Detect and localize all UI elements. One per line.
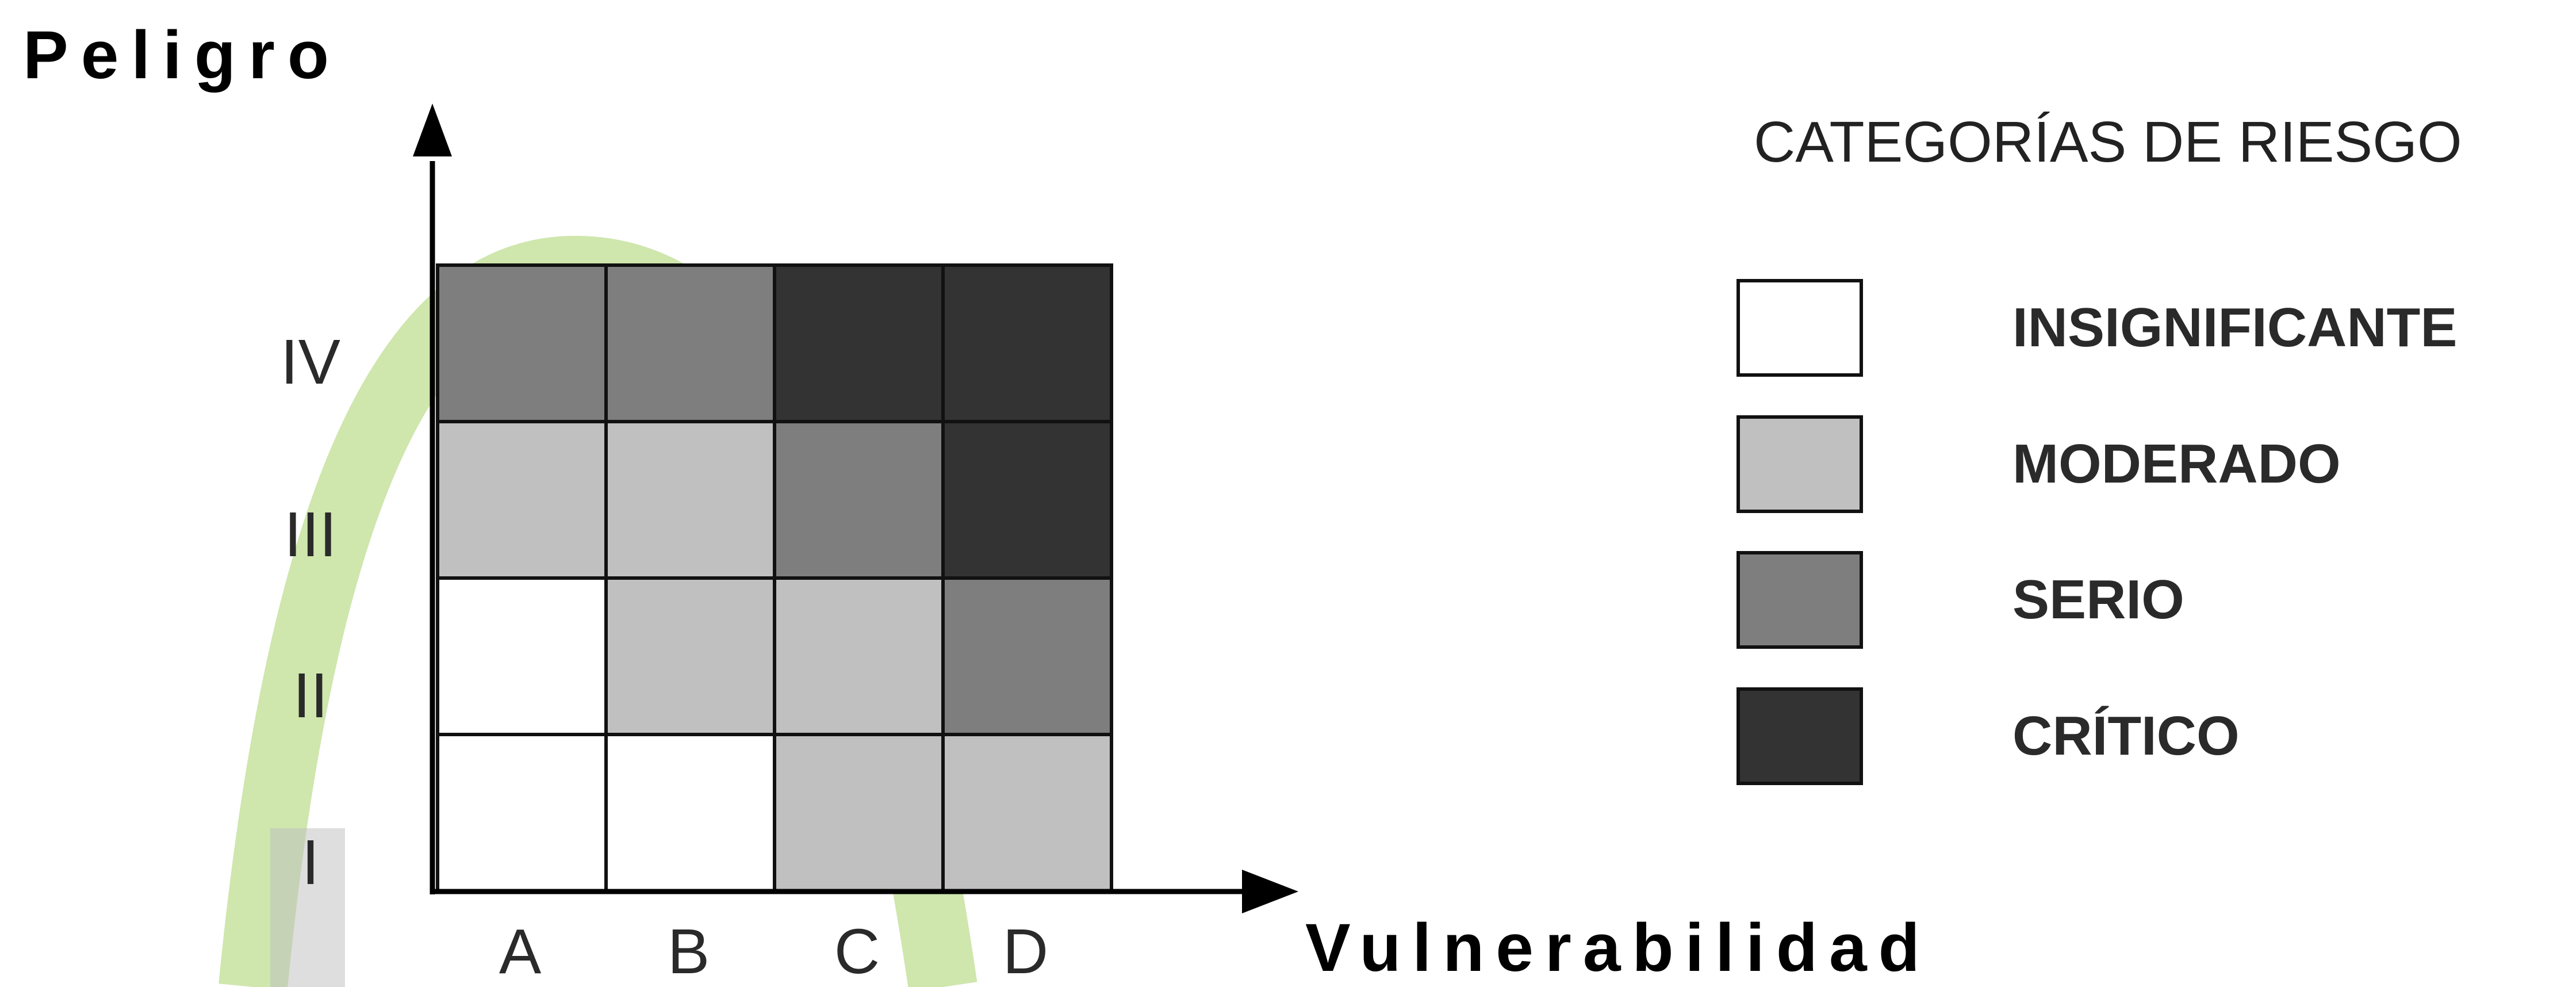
legend-label-critico: CRÍTICO bbox=[2012, 705, 2240, 767]
grid-cell-I-A bbox=[436, 733, 608, 893]
grid-cell-II-C bbox=[773, 576, 945, 736]
legend-swatch-insignificante bbox=[1736, 279, 1863, 377]
column-label-C: C bbox=[834, 916, 880, 987]
grid-cell-IV-A bbox=[436, 263, 608, 423]
column-label-B: B bbox=[667, 916, 710, 987]
column-label-D: D bbox=[1002, 916, 1049, 987]
grid-cell-IV-C bbox=[773, 263, 945, 423]
row-label-III: III bbox=[284, 499, 337, 570]
grid-cell-IV-D bbox=[941, 263, 1113, 423]
grid-cell-III-C bbox=[773, 420, 945, 580]
legend-label-serio: SERIO bbox=[2012, 569, 2184, 630]
y-axis-title: Peligro bbox=[23, 17, 342, 93]
legend-label-moderado: MODERADO bbox=[2012, 433, 2341, 495]
grid-cell-II-A bbox=[436, 576, 608, 736]
grid-cell-III-B bbox=[604, 420, 776, 580]
y-axis-arrow bbox=[413, 104, 452, 156]
grid-cell-I-D bbox=[941, 733, 1113, 893]
grid-cell-III-D bbox=[941, 420, 1113, 580]
row-label-I: I bbox=[301, 827, 320, 898]
legend-swatch-serio bbox=[1736, 551, 1863, 649]
grid-cell-II-D bbox=[941, 576, 1113, 736]
row-label-IV: IV bbox=[281, 327, 340, 397]
x-axis-title: Vulnerabilidad bbox=[1305, 910, 1931, 986]
legend-title: CATEGORÍAS DE RIESGO bbox=[1754, 110, 2462, 174]
legend-swatch-moderado bbox=[1736, 415, 1863, 513]
grid-cell-II-B bbox=[604, 576, 776, 736]
x-axis-arrow bbox=[1242, 870, 1298, 913]
legend-swatch-critico bbox=[1736, 687, 1863, 785]
row-label-II: II bbox=[293, 660, 328, 731]
grid-cell-I-C bbox=[773, 733, 945, 893]
grid-cell-I-B bbox=[604, 733, 776, 893]
column-label-A: A bbox=[499, 916, 542, 987]
grid-cell-III-A bbox=[436, 420, 608, 580]
legend-label-insignificante: INSIGNIFICANTE bbox=[2012, 297, 2458, 358]
grid-cell-IV-B bbox=[604, 263, 776, 423]
